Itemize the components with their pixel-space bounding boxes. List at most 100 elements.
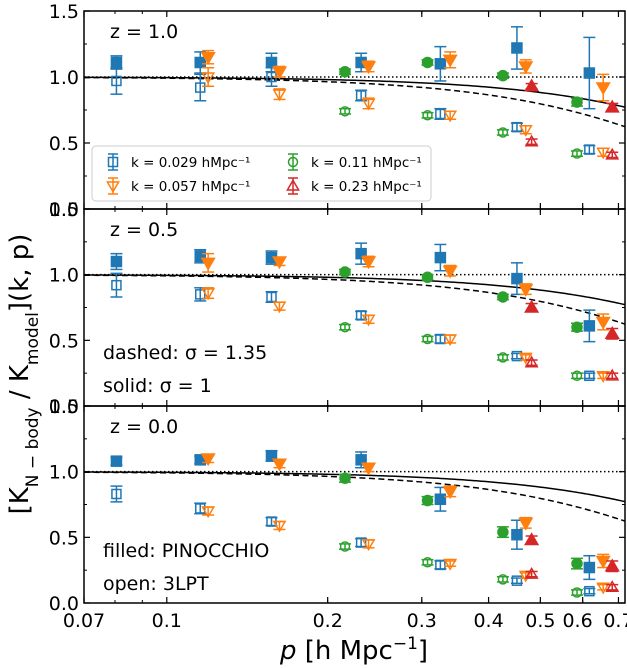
marker-tri_down: [271, 458, 288, 472]
data-point: [518, 283, 534, 297]
data-point: [201, 67, 216, 87]
data-point: [355, 451, 368, 469]
note-solid: solid: σ = 1: [103, 375, 212, 397]
marker-square: [110, 56, 123, 69]
marker-tri_down: [443, 558, 458, 571]
y-tick-label: 0.0: [49, 593, 79, 615]
marker-tri_down: [443, 334, 458, 347]
marker-square: [435, 108, 446, 120]
marker-circle: [422, 110, 433, 121]
x-axis-label: p [h Mpc−1]: [279, 634, 428, 666]
marker-square: [435, 559, 446, 571]
legend-label: k = 0.23 hMpc⁻¹: [311, 179, 422, 195]
x-tick-label: 0.4: [473, 610, 503, 632]
data-point: [496, 291, 509, 303]
marker-tri_down: [200, 453, 216, 467]
model-curve-solid: [84, 471, 625, 503]
data-point: [110, 67, 123, 95]
data-point: [360, 255, 377, 270]
data-point: [272, 301, 287, 314]
data-point: [518, 125, 533, 137]
data-point: [595, 73, 611, 102]
marker-circle: [497, 127, 509, 138]
marker-circle: [422, 557, 433, 568]
marker-square: [111, 279, 122, 291]
marker-circle: [497, 69, 509, 82]
marker-tri_down: [595, 555, 611, 569]
marker-tri_down: [201, 72, 216, 85]
marker-square: [194, 503, 206, 514]
data-point: [571, 587, 584, 598]
marker-circle: [339, 106, 351, 117]
marker-tri_down: [596, 370, 611, 383]
data-point: [339, 106, 352, 117]
y-tick-label: 1.0: [49, 265, 79, 287]
data-point: [571, 370, 584, 382]
data-point: [595, 313, 611, 331]
data-point: [201, 506, 216, 519]
data-point: [442, 485, 458, 500]
data-point: [421, 333, 434, 345]
data-point: [361, 314, 376, 327]
data-point: [355, 89, 368, 102]
marker-tri_down: [200, 51, 216, 65]
data-point: [443, 558, 458, 571]
data-point: [510, 26, 523, 70]
marker-tri_down: [596, 582, 611, 595]
marker-square: [110, 455, 123, 467]
model-curve-dashed: [84, 76, 625, 128]
data-point: [434, 107, 447, 120]
marker-tri_up: [605, 147, 620, 160]
note-open: open: 3LPT: [103, 573, 209, 595]
marker-square: [194, 82, 206, 93]
data-point: [200, 49, 216, 65]
x-tick-label: 0.2: [313, 610, 343, 632]
data-point: [583, 309, 596, 343]
marker-circle: [497, 291, 509, 303]
panel-redshift-label: z = 1.0: [110, 21, 178, 43]
marker-circle: [339, 541, 351, 552]
marker-square: [355, 537, 367, 548]
data-point: [339, 266, 352, 278]
marker-tri_down: [443, 110, 458, 123]
marker-tri_up: [524, 299, 540, 313]
data-point: [421, 56, 434, 69]
data-point: [201, 287, 216, 301]
legend-marker-circle: [287, 156, 299, 168]
y-tick-label: 0.5: [49, 133, 79, 155]
marker-tri_down: [360, 462, 377, 476]
marker-circle: [497, 574, 509, 585]
data-point: [524, 134, 539, 147]
y-tick-label: 1.5: [49, 396, 79, 418]
y-tick-label: 1.5: [49, 199, 79, 221]
x-tick-label: 0.7: [603, 610, 627, 632]
marker-tri_down: [518, 283, 534, 297]
data-point: [110, 252, 123, 271]
data-point: [360, 60, 377, 75]
data-point: [583, 554, 596, 581]
model-curve-dashed: [84, 274, 625, 325]
marker-tri_down: [272, 520, 287, 533]
data-point: [442, 264, 458, 279]
marker-tri_up: [524, 134, 539, 147]
panel-0.0: 0.0 0.5 1.0 1.5 z = 0.0 filled: PINOCCHIO open…: [49, 396, 626, 615]
data-point: [355, 242, 368, 265]
marker-tri_down: [595, 316, 611, 330]
marker-square: [511, 528, 523, 541]
data-point: [360, 462, 377, 476]
legend-entry: k = 0.029 hMpc⁻¹: [107, 153, 250, 171]
marker-square: [583, 67, 596, 79]
marker-tri_down: [361, 98, 376, 111]
legend-marker-square: [107, 156, 119, 168]
marker-circle: [339, 472, 351, 484]
data-point: [434, 559, 447, 571]
marker-square: [111, 488, 122, 500]
data-point: [524, 78, 540, 92]
data-point: [271, 256, 288, 270]
marker-square: [355, 247, 367, 260]
panel-1.0: 0.00.51.01.5z = 1.0k = 0.029 hMpc⁻¹k = 0…: [49, 1, 626, 221]
legend-marker-tri_down: [106, 181, 120, 194]
data-point: [571, 321, 584, 333]
data-point: [194, 502, 207, 515]
marker-square: [511, 272, 523, 285]
